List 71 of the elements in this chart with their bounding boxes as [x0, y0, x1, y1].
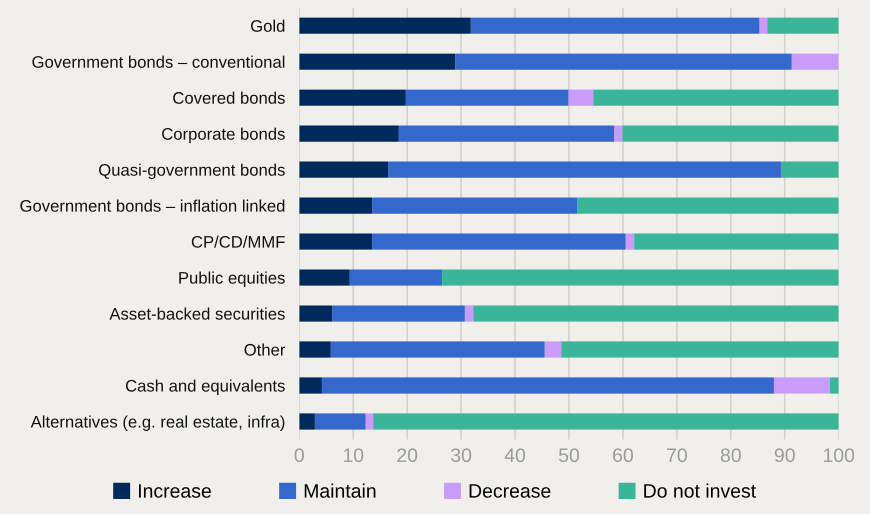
y-tick-label: Public equities: [179, 272, 285, 288]
bar: [299, 162, 388, 178]
y-tick-label: Other: [244, 343, 286, 356]
bar: [614, 126, 622, 142]
x-tick-label: 30: [451, 448, 472, 462]
bar: [299, 305, 332, 322]
bar: [299, 377, 322, 394]
bar: [398, 126, 614, 142]
legend-label: Do not invest: [644, 484, 756, 498]
bar: [792, 54, 839, 70]
x-tick-label: 100: [824, 448, 854, 462]
bar: [372, 198, 578, 214]
legend-label: Decrease: [470, 484, 550, 498]
x-tick-label: 50: [558, 448, 580, 462]
y-tick-label: Gold: [251, 20, 284, 32]
bar: [373, 413, 839, 430]
bar: [372, 233, 626, 250]
bar: [780, 162, 839, 178]
legend-label: Increase: [139, 484, 211, 498]
x-tick-label: 10: [344, 448, 364, 462]
bar: [774, 377, 830, 394]
bar: [388, 162, 781, 178]
bar: [299, 54, 456, 70]
bar: [299, 269, 350, 286]
bar: [759, 18, 768, 34]
bar: [299, 233, 372, 250]
bar: [544, 341, 562, 358]
x-tick-label: 40: [504, 448, 526, 462]
y-tick-label: Quasi-government bonds: [99, 164, 285, 180]
bar: [299, 198, 372, 214]
bar: [561, 341, 839, 358]
bar: [455, 54, 792, 70]
bar: [299, 90, 406, 106]
bar: [299, 341, 331, 358]
bar: [593, 90, 839, 106]
bar: [634, 233, 839, 250]
x-tick-label: 60: [613, 448, 633, 462]
bar: [299, 18, 471, 34]
bar: [406, 90, 568, 106]
bar: [330, 341, 545, 358]
bar: [332, 305, 465, 322]
x-tick-label: 70: [667, 448, 687, 462]
bar: [626, 233, 634, 250]
bar: [767, 18, 839, 34]
y-tick-label: CP/CD/MMF: [192, 236, 285, 248]
y-tick-label: Covered bonds: [173, 92, 285, 104]
x-tick-label: 90: [774, 448, 795, 462]
bar: [322, 377, 774, 394]
bar: [622, 126, 839, 142]
bar: [349, 269, 442, 286]
bar: [470, 18, 760, 34]
y-tick-label: Asset-backed securities: [109, 308, 285, 320]
bar: [366, 413, 374, 430]
y-tick-label: Government bonds – inflation linked: [20, 200, 284, 212]
bar: [299, 126, 399, 142]
y-tick-label: Corporate bonds: [162, 128, 285, 144]
x-tick-label: 80: [720, 448, 741, 462]
y-tick-label: Alternatives (e.g. real estate, infra): [30, 415, 284, 431]
y-tick-label: Cash and equivalents: [126, 379, 285, 395]
bar: [474, 305, 839, 322]
bar: [577, 198, 839, 214]
bar: [299, 413, 315, 430]
bar: [830, 377, 839, 394]
x-tick-label: 20: [397, 448, 418, 462]
bar: [442, 269, 839, 286]
y-tick-label: Government bonds – conventional: [32, 56, 284, 68]
legend-label: Maintain: [304, 484, 376, 498]
bar: [464, 305, 474, 322]
bar: [568, 90, 594, 106]
x-tick-label: 0: [294, 448, 304, 462]
bar: [314, 413, 366, 430]
